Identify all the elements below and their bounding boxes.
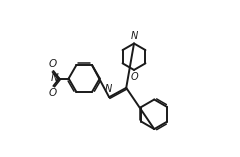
Text: N: N xyxy=(50,73,58,83)
Text: O: O xyxy=(49,88,57,98)
Text: N: N xyxy=(105,84,112,94)
Text: O: O xyxy=(49,59,57,69)
Text: N: N xyxy=(130,31,138,41)
Text: O: O xyxy=(130,72,138,82)
